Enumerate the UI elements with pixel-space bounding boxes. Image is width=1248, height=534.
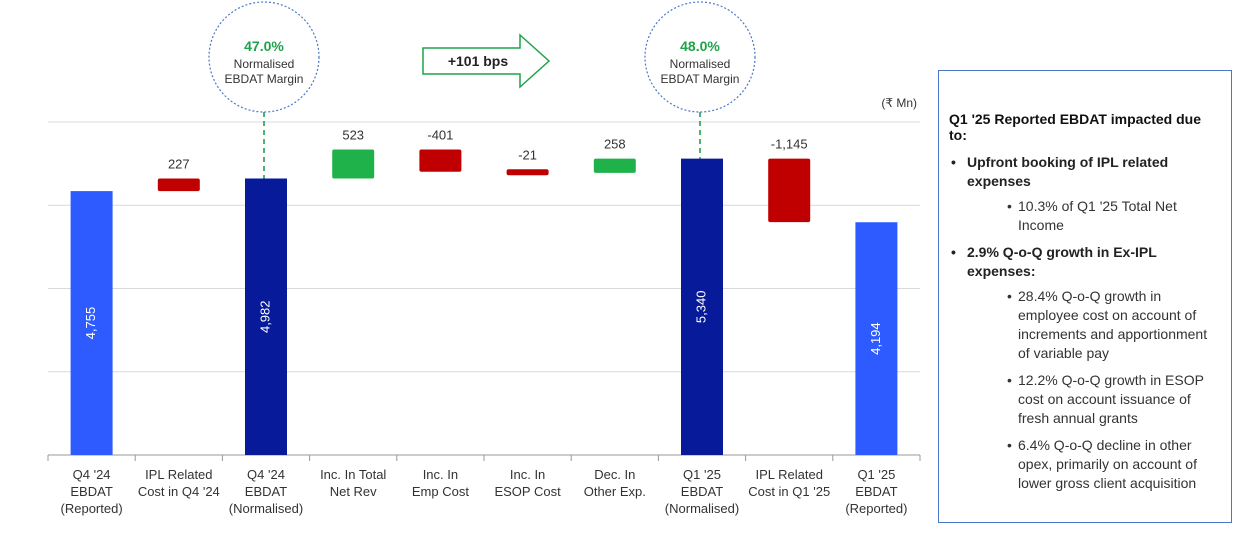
margin-pct: 47.0% [244,38,284,54]
category-label: Cost in Q1 '25 [748,484,830,499]
panel-points: Upfront booking of IPL related expenses … [949,153,1221,493]
margin-line1: Normalised [670,57,731,71]
category-label: Q4 '24 [73,467,111,482]
bar-7 [593,158,636,173]
labels: 4,755 227 4,982 523 -401 -21 258 5,340 -1,145 4,1… [61,127,908,516]
gridlines [47,121,921,461]
panel-subpoint: 28.4% Q-o-Q growth in employee cost on a… [949,287,1221,363]
value-label: -401 [427,127,453,142]
connectors [263,112,701,179]
value-label: 4,194 [868,322,883,355]
category-label: (Normalised) [665,501,739,516]
margin-line1: Normalised [234,57,295,71]
bar-2 [157,178,200,192]
category-label: Dec. In [594,467,635,482]
category-label: Other Exp. [584,484,646,499]
category-label: Emp Cost [412,484,469,499]
category-label: Net Rev [330,484,377,499]
margin-bubble-q1: 48.0% Normalised EBDAT Margin [644,1,756,113]
panel-point: 2.9% Q-o-Q growth in Ex-IPL expenses: [949,243,1221,281]
bar-9 [768,158,811,223]
panel-heading: Q1 '25 Reported EBDAT impacted due to: [949,111,1202,143]
category-label: Q1 '25 [857,467,895,482]
value-label: 4,982 [257,300,272,333]
value-label: 227 [168,156,190,171]
panel-subpoint: 6.4% Q-o-Q decline in other opex, primar… [949,436,1221,493]
value-label: 4,755 [83,307,98,340]
unit-label: (₹ Mn) [881,96,917,110]
category-label: IPL Related [145,467,212,482]
value-label: 5,340 [693,291,708,324]
margin-line2: EBDAT Margin [661,72,740,86]
panel-subpoint: 10.3% of Q1 '25 Total Net Income [949,197,1221,235]
bar-5 [419,149,462,172]
value-label: -21 [518,147,537,162]
ebdat-waterfall-chart: 4,755 227 4,982 523 -401 -21 258 5,340 -1,145 4,1… [47,1,921,516]
margin-bubble-q4: 47.0% Normalised EBDAT Margin [208,1,320,113]
category-label: (Normalised) [229,501,303,516]
category-label: IPL Related [755,467,822,482]
category-label: Q4 '24 [247,467,285,482]
category-label: Q1 '25 [683,467,721,482]
category-label: ESOP Cost [494,484,561,499]
value-label: 258 [604,137,626,152]
margin-pct: 48.0% [680,38,720,54]
panel-subpoint: 12.2% Q-o-Q growth in ESOP cost on accou… [949,371,1221,428]
arrow-right-icon [422,33,551,89]
category-label: EBDAT [681,484,723,499]
bps-arrow: +101 bps [422,33,551,89]
category-label: (Reported) [61,501,123,516]
bar-8 [681,158,723,455]
category-label: (Reported) [845,501,907,516]
value-label: 523 [342,127,364,142]
bar-10 [855,222,898,455]
margin-line2: EBDAT Margin [225,72,304,86]
impact-notes-panel: Q1 '25 Reported EBDAT impacted due to: U… [938,70,1232,523]
category-label: EBDAT [70,484,112,499]
category-label: EBDAT [855,484,897,499]
bar-6 [506,169,549,176]
bps-label: +101 bps [448,53,509,69]
bars [70,149,898,455]
category-label: Inc. In [423,467,458,482]
category-label: Inc. In [510,467,545,482]
panel-point: Upfront booking of IPL related expenses [949,153,1221,191]
category-label: Inc. In Total [320,467,386,482]
bar-1 [70,191,113,455]
value-label: -1,145 [771,137,808,152]
category-label: Cost in Q4 '24 [138,484,220,499]
category-label: EBDAT [245,484,287,499]
bar-3 [245,178,287,455]
bar-4 [332,149,375,179]
